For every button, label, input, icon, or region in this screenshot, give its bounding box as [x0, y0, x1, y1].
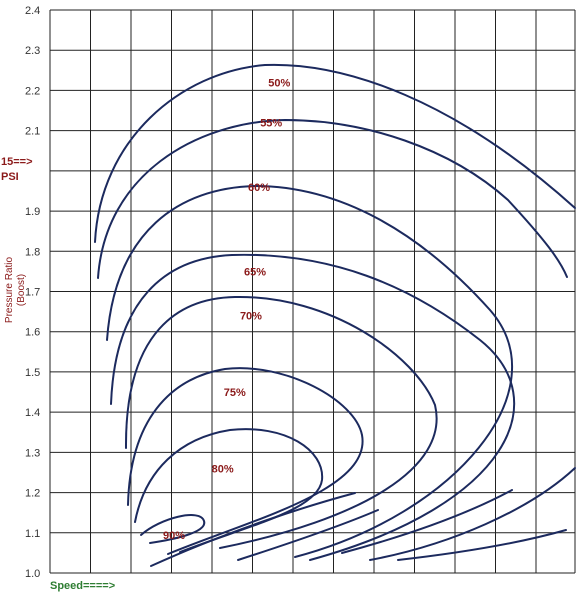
y-tick-label: 2.3 [25, 45, 40, 57]
x-axis-label: Speed====> [50, 580, 115, 592]
psi-annotation-line1: 15==> [1, 156, 33, 168]
y-tick-label: 2.2 [25, 85, 40, 97]
curve-70 [124, 295, 438, 549]
curve-90 [140, 514, 206, 544]
curve-55 [97, 119, 568, 279]
curve-65 [110, 253, 516, 561]
y-tick-label: 1.9 [25, 206, 40, 218]
efficiency-labels: 50% 55% 60% 65% 70% 75% 80% 90% [163, 77, 291, 541]
efficiency-curves [94, 63, 576, 567]
y-axis-label: Pressure Ratio (Boost) [4, 256, 27, 323]
y-tick-label: 2.1 [25, 126, 40, 138]
y-tick-label: 1.0 [25, 568, 40, 580]
efficiency-label: 65% [244, 266, 266, 278]
y-tick-label: 1.7 [25, 287, 40, 299]
curve-low-4 [369, 467, 576, 561]
efficiency-label: 50% [268, 77, 290, 89]
efficiency-label: 60% [248, 182, 270, 194]
curve-75 [127, 367, 364, 555]
y-tick-label: 2.4 [25, 5, 40, 17]
curve-low-1 [150, 492, 356, 567]
efficiency-label: 80% [212, 463, 234, 475]
y-tick-label: 1.3 [25, 447, 40, 459]
y-tick-label: 1.1 [25, 528, 40, 540]
y-axis-title: Pressure Ratio [4, 256, 15, 323]
y-tick-label: 1.4 [25, 407, 40, 419]
efficiency-label: 75% [224, 387, 246, 399]
y-tick-label: 1.2 [25, 488, 40, 500]
efficiency-label: 70% [240, 311, 262, 323]
curve-50 [94, 63, 576, 243]
y-tick-label: 1.8 [25, 246, 40, 258]
efficiency-label: 55% [260, 118, 282, 130]
y-tick-label: 1.6 [25, 327, 40, 339]
efficiency-label: 90% [163, 530, 185, 542]
y-axis-subtitle: (Boost) [16, 274, 27, 306]
curve-low-3 [341, 489, 513, 554]
psi-annotation-line2: PSI [1, 171, 19, 183]
curve-low-5 [397, 529, 567, 561]
curve-60 [106, 185, 513, 558]
y-tick-labels: 1.0 1.1 1.2 1.3 1.4 1.5 1.6 1.7 1.8 1.9 2.1 2.2 2.3 2… [25, 5, 40, 580]
curve-low-2 [237, 509, 379, 561]
y-tick-label: 1.5 [25, 367, 40, 379]
